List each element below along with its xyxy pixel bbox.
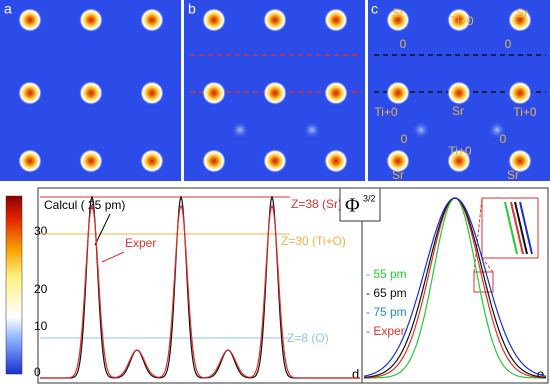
- inset-line: [504, 201, 518, 255]
- site-label: 0: [500, 132, 507, 146]
- panel-label: b: [188, 1, 196, 17]
- atom-spot: [140, 81, 164, 105]
- colorbar-tick: 30: [34, 224, 48, 238]
- atom-spot: [79, 149, 103, 173]
- site-label: 0: [401, 132, 408, 146]
- faint-spot: [488, 121, 506, 139]
- site-label: Sr: [507, 168, 519, 182]
- site-label: Sr: [392, 168, 404, 182]
- level-label: Z=30 (Ti+O): [281, 234, 346, 248]
- panel-label: a: [4, 1, 12, 17]
- atom-spot: [386, 149, 410, 173]
- atom-spot: [386, 8, 410, 32]
- panel-label: c: [371, 1, 378, 17]
- site-label: Sr: [452, 104, 464, 118]
- atom-spot: [324, 149, 348, 173]
- inset-line: [519, 201, 533, 255]
- level-label: Z=38 (Sr): [291, 197, 342, 211]
- atom-spot: [202, 8, 226, 32]
- plot-d-frame: [37, 187, 363, 384]
- faint-spot: [412, 121, 430, 139]
- colorbar: [5, 195, 23, 375]
- panel-label: e: [537, 366, 544, 381]
- atom-spot: [324, 8, 348, 32]
- legend-entry: - Exper: [366, 324, 405, 338]
- atom-spot: [263, 149, 287, 173]
- calcul-label: Calcul ( 25 pm): [44, 198, 125, 212]
- site-label: Sr: [516, 6, 528, 20]
- curve-calc: [40, 195, 360, 379]
- site-label: Ti+0: [448, 144, 472, 158]
- arrow: [101, 251, 125, 263]
- arrow: [94, 213, 111, 246]
- atom-spot: [202, 149, 226, 173]
- atom-spot: [79, 81, 103, 105]
- site-label: Ti+0: [374, 105, 398, 119]
- site-label: Sr: [392, 6, 404, 20]
- site-label: Ti+0: [450, 14, 474, 28]
- atom-spot: [386, 81, 410, 105]
- faint-spot: [231, 121, 249, 139]
- atom-spot: [263, 8, 287, 32]
- plots: 30 20 10 0 Z=38 (Sr) Z=30 (Ti+O) Z=8 (O)…: [5, 187, 549, 384]
- phi-box: [339, 187, 381, 222]
- atom-spot: [508, 8, 532, 32]
- phi-exponent: 3/2: [363, 193, 376, 203]
- faint-spot: [303, 121, 321, 139]
- atom-spot: [447, 149, 471, 173]
- atom-spot: [447, 81, 471, 105]
- legend-entry: - 65 pm: [366, 286, 407, 300]
- atom-spot: [447, 8, 471, 32]
- atom-spot: [202, 81, 226, 105]
- atom-spot: [18, 149, 42, 173]
- exper-label: Exper: [125, 236, 156, 250]
- site-label: 0: [400, 37, 407, 51]
- colorbar-tick: 20: [34, 282, 48, 296]
- atom-spot: [140, 149, 164, 173]
- legend-entry: - 55 pm: [366, 267, 407, 281]
- atom-spot: [18, 8, 42, 32]
- zoom-link: [473, 197, 483, 273]
- curve-exper: [40, 204, 360, 379]
- atom-spot: [263, 81, 287, 105]
- inset-line: [514, 201, 528, 255]
- atom-spot: [79, 8, 103, 32]
- colorbar-tick: 10: [34, 319, 48, 333]
- atom-spot: [18, 81, 42, 105]
- site-label: Ti+0: [513, 105, 537, 119]
- legend-entry: - 75 pm: [366, 305, 407, 319]
- atom-spot: [140, 8, 164, 32]
- atom-spot: [324, 81, 348, 105]
- zoom-link: [481, 257, 494, 273]
- atom-spot: [508, 149, 532, 173]
- plot-e-frame: [361, 187, 549, 384]
- inset-line: [510, 201, 524, 255]
- phi: Φ: [345, 195, 360, 217]
- site-label: 0: [505, 37, 512, 51]
- zoom-box: [473, 271, 494, 293]
- atom-spot: [508, 81, 532, 105]
- level-label: Z=8 (O): [287, 331, 329, 345]
- curve-profile: [363, 197, 547, 377]
- panel-label: d: [352, 366, 359, 381]
